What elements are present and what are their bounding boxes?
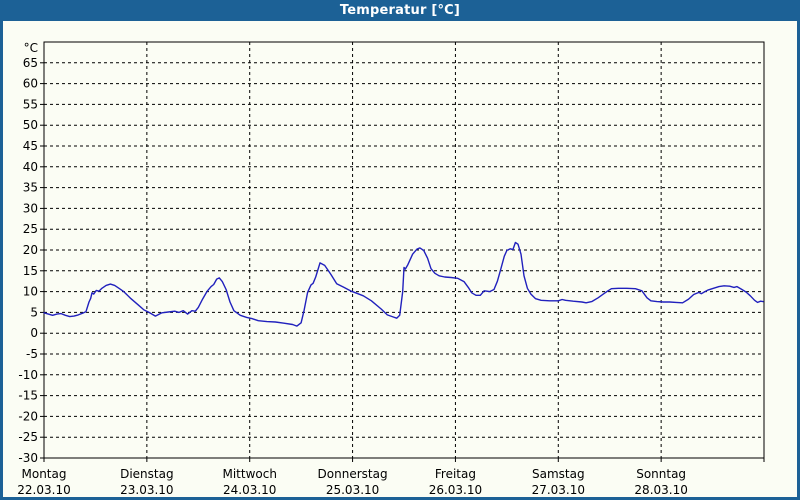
y-tick-label: 5 (30, 305, 38, 319)
y-tick-label: 45 (23, 139, 38, 153)
x-date-label: 28.03.10 (634, 483, 687, 497)
y-tick-label: 40 (23, 160, 38, 174)
x-day-label: Montag (22, 467, 67, 481)
x-day-label: Sonntag (636, 467, 686, 481)
y-tick-label: -15 (18, 389, 38, 403)
window-titlebar[interactable]: Temperatur [°C] (0, 0, 800, 21)
y-tick-label: -30 (18, 451, 38, 465)
x-date-label: 26.03.10 (429, 483, 482, 497)
y-tick-label: 25 (23, 222, 38, 236)
y-tick-label: 50 (23, 118, 38, 132)
y-tick-label: -5 (26, 347, 38, 361)
y-tick-label: 10 (23, 285, 38, 299)
y-tick-label: 35 (23, 181, 38, 195)
x-date-label: 22.03.10 (17, 483, 70, 497)
y-tick-label: 20 (23, 243, 38, 257)
y-tick-label: -20 (18, 409, 38, 423)
y-tick-label: 65 (23, 56, 38, 70)
x-date-label: 27.03.10 (532, 483, 585, 497)
x-day-label: Mittwoch (222, 467, 276, 481)
y-axis-unit-label: °C (24, 41, 38, 55)
y-tick-label: 55 (23, 97, 38, 111)
y-tick-label: -10 (18, 368, 38, 382)
x-day-label: Donnerstag (318, 467, 388, 481)
x-day-label: Samstag (532, 467, 585, 481)
x-day-label: Freitag (435, 467, 476, 481)
x-date-label: 23.03.10 (120, 483, 173, 497)
y-tick-label: 0 (30, 326, 38, 340)
x-date-label: 24.03.10 (223, 483, 276, 497)
temperature-line (43, 241, 764, 327)
x-day-label: Dienstag (120, 467, 174, 481)
y-tick-label: 60 (23, 77, 38, 91)
window-title: Temperatur [°C] (339, 3, 461, 18)
y-tick-label: 15 (23, 264, 38, 278)
x-date-label: 25.03.10 (326, 483, 379, 497)
y-tick-label: -25 (18, 430, 38, 444)
y-tick-label: 30 (23, 201, 38, 215)
